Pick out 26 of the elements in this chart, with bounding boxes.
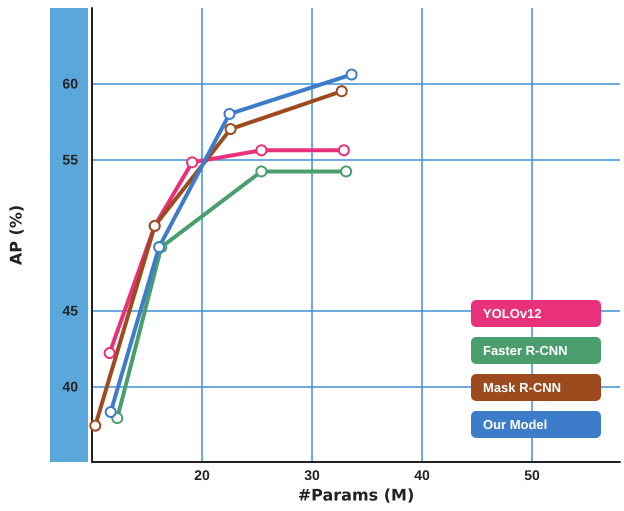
text: YOLOv12 (483, 306, 542, 321)
point (255, 165, 268, 178)
point (89, 420, 102, 432)
point (224, 123, 237, 136)
y-axis-title: AP (%) (6, 204, 26, 266)
point (346, 68, 358, 81)
y-tick-label: 45 (62, 302, 78, 319)
y-tick-label: 55 (62, 151, 78, 168)
y-tick-label: 40 (62, 378, 78, 394)
point (104, 406, 117, 418)
point (336, 85, 348, 98)
text: Mask R-CNN (483, 380, 562, 395)
point (104, 347, 116, 360)
x-tick-label: 50 (524, 467, 540, 483)
text: Faster R-CNN (483, 343, 568, 358)
y-tick-label: 60 (62, 76, 78, 92)
text: Our Model (483, 417, 548, 432)
point (224, 108, 236, 120)
point (186, 156, 198, 168)
point (255, 144, 268, 156)
x-tick-label: 20 (194, 467, 210, 483)
x-axis-title: #Params (M) (298, 485, 414, 504)
point (338, 144, 350, 156)
x-tick-label: 30 (304, 467, 320, 483)
x-tick-label: 40 (414, 467, 430, 483)
point (340, 165, 352, 178)
